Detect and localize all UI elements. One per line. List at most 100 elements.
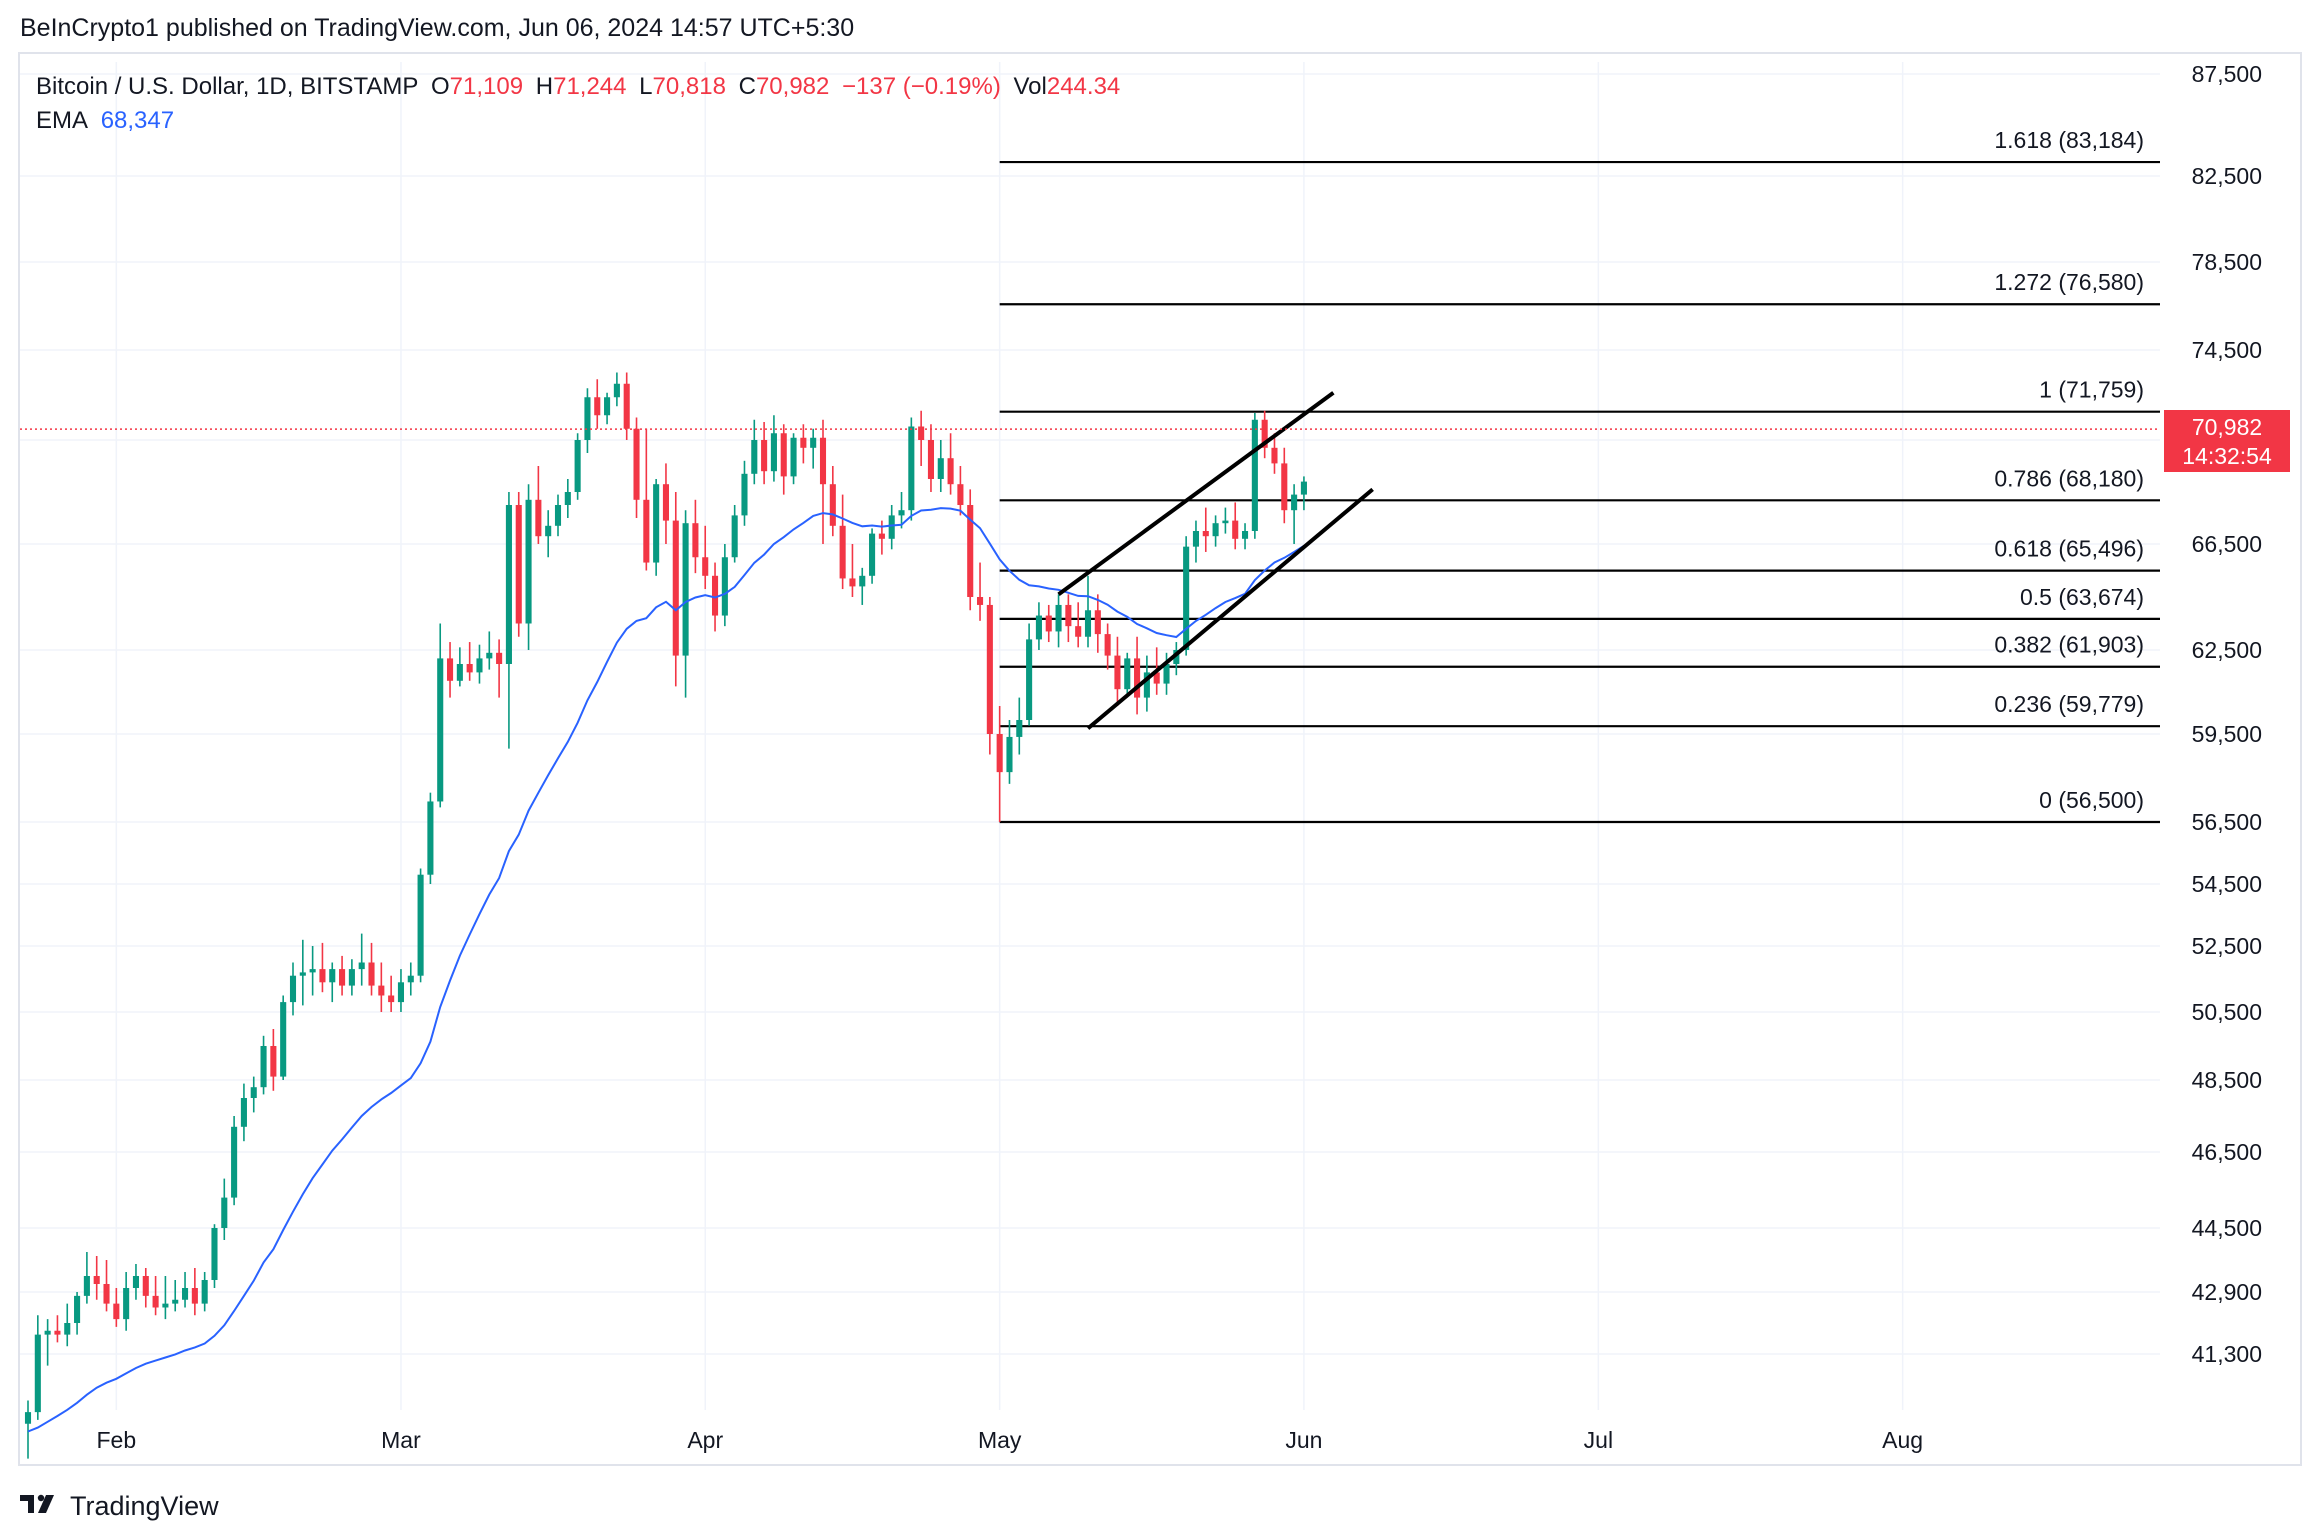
candle [1143,655,1150,712]
candle-body [1084,610,1092,637]
candle-body [721,557,728,616]
candle [456,647,463,687]
candle-body [221,1197,228,1228]
candle-body [888,515,895,539]
candle-body [309,969,316,973]
tradingview-brand[interactable]: TradingView [70,1490,219,1521]
candle [427,792,434,884]
candle-body [1016,720,1023,737]
candle-body [260,1046,267,1088]
candle-body [201,1280,208,1304]
candle [260,1035,267,1095]
candle-body [191,1288,198,1304]
candle-body [986,604,993,734]
x-tick-label: Mar [381,1427,421,1453]
candle [574,433,581,500]
candle [584,388,591,453]
candle-body [878,533,885,539]
candle-body [554,505,562,526]
candle [770,415,777,482]
candle-body [594,397,601,416]
candle [1094,594,1101,653]
candle-body [976,597,984,605]
candle-body [123,1288,130,1320]
candle-body [142,1276,149,1296]
candle [967,489,974,611]
candle [1232,502,1239,550]
candle-body [496,652,503,664]
candle [1261,410,1268,459]
candle-body [1300,481,1307,495]
candle [859,567,866,605]
last-price-tag: 70,982 14:32:54 [2164,410,2290,473]
candle [662,463,670,544]
candle [535,466,542,544]
y-tick-label: 50,500 [2192,999,2262,1025]
candle-body [250,1087,257,1098]
candle [957,466,964,516]
candle [604,392,611,425]
candle-body [770,433,777,472]
candle-body [584,397,591,440]
fib-level-label: 0.786 (68,180) [1994,465,2144,491]
candle-body [44,1330,51,1335]
candle-body [711,575,719,616]
candle-body [211,1228,218,1280]
candle-body [1192,531,1200,547]
candle-body [957,484,964,505]
candle-body [515,505,522,624]
y-tick-label: 52,500 [2192,933,2262,959]
candle-body [1271,447,1278,464]
candle [702,525,709,590]
candle [1055,594,1062,648]
candles-layer [24,372,1307,1459]
candle-body [829,484,836,526]
candle [388,975,395,1012]
x-tick-label: Jun [1285,1427,1322,1453]
legend-low: L70,818 [639,73,726,100]
y-tick-label: 74,500 [2192,337,2262,363]
candle [849,544,856,597]
fib-level-label: 1 (71,759) [2039,377,2144,403]
candle-body [172,1299,179,1304]
candle [113,1288,120,1327]
candle-body [1222,520,1229,524]
tradingview-logo-icon[interactable] [20,1489,60,1523]
candle [761,422,768,485]
candle [741,460,748,526]
candle [1084,575,1092,648]
candle-body [525,499,532,624]
ema-value: 68,347 [100,107,175,134]
candle-body [535,499,542,537]
candle [417,868,424,983]
candle-body [937,458,944,479]
candle-body [339,969,346,986]
candle-body [1124,658,1131,690]
candle-body [859,575,866,587]
fib-level-label: 0 (56,500) [2039,787,2144,813]
candle [309,946,316,996]
candle-body [869,533,876,576]
candle [339,955,346,996]
candle-body [417,874,424,976]
candle-body [74,1295,81,1323]
candle [1222,507,1229,534]
y-tick-label: 78,500 [2192,249,2262,275]
candle-body [613,383,620,398]
ema-label: EMA [36,107,89,134]
x-tick-label: Apr [687,1427,723,1453]
candle-body [623,383,630,429]
candle-body [388,995,395,1003]
candle-body [1251,419,1258,531]
candle-body [819,437,827,485]
candle [1183,536,1190,656]
candle-body [299,972,306,976]
candle [1124,652,1131,698]
y-tick-label: 54,500 [2192,871,2262,897]
candle [819,419,827,544]
candle [1045,604,1052,643]
candle [368,942,375,996]
candle [1104,623,1111,670]
candle-body [653,484,660,563]
